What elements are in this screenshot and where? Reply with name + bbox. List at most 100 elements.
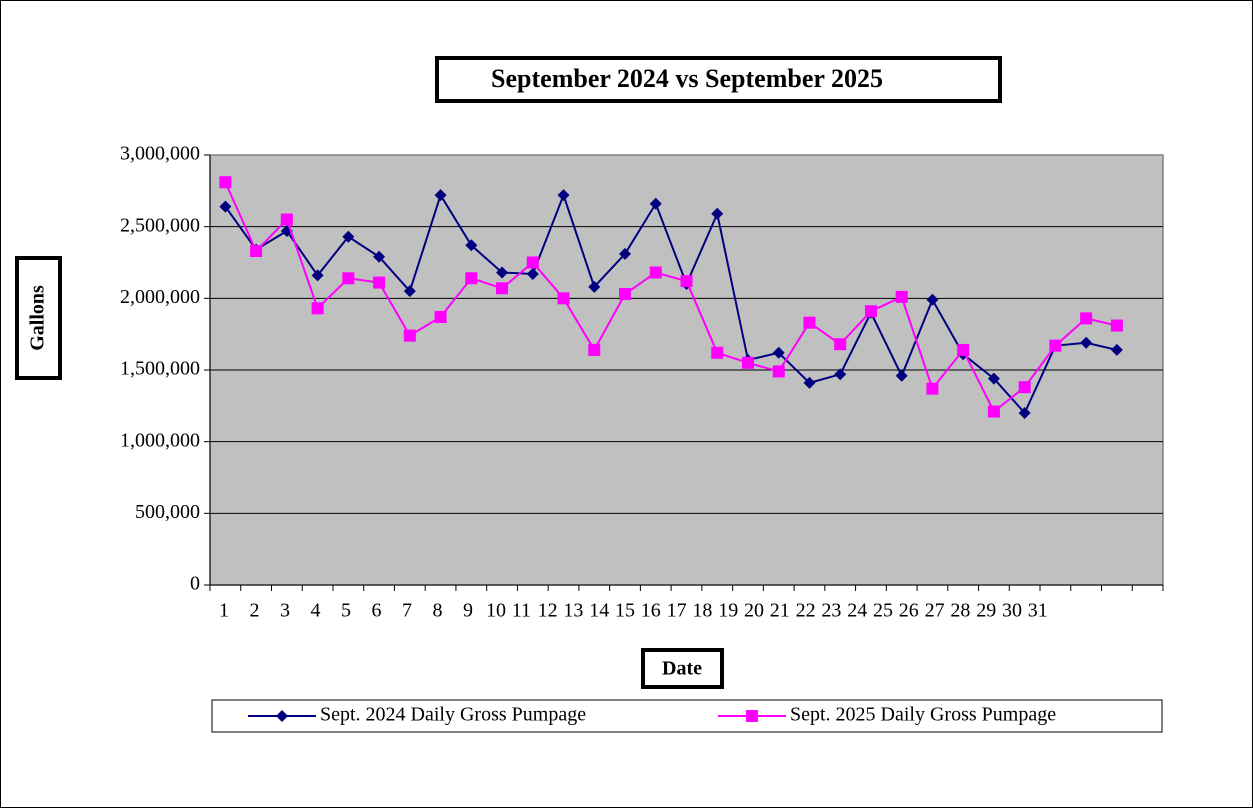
data-point <box>219 200 232 213</box>
data-point <box>772 365 785 378</box>
legend <box>211 699 1163 733</box>
data-point <box>711 346 724 359</box>
x-tick-label: 1 <box>219 600 229 622</box>
data-point <box>895 369 908 382</box>
x-tick-label: 16 <box>641 600 661 622</box>
data-point <box>987 372 1000 385</box>
x-tick-label: 7 <box>402 600 412 622</box>
data-point <box>403 329 416 342</box>
x-tick-label: 3 <box>280 600 290 622</box>
x-tick-label: 5 <box>341 600 351 622</box>
x-tick-label: 6 <box>372 600 382 622</box>
data-point <box>373 276 386 289</box>
data-point <box>834 368 847 381</box>
x-tick-label: 21 <box>770 600 790 622</box>
data-point <box>588 343 601 356</box>
data-point <box>926 293 939 306</box>
y-tick-label: 2,500,000 <box>120 214 200 236</box>
data-point <box>496 266 509 279</box>
data-point <box>465 239 478 252</box>
x-tick-label: 4 <box>311 600 321 622</box>
x-tick-label: 25 <box>873 600 893 622</box>
data-point <box>649 197 662 210</box>
data-point <box>1080 336 1093 349</box>
x-tick-label: 26 <box>899 600 919 622</box>
data-point <box>311 269 324 282</box>
data-point <box>711 207 724 220</box>
data-point <box>434 310 447 323</box>
x-tick-label: 2 <box>250 600 260 622</box>
y-tick-label: 500,000 <box>135 501 200 523</box>
data-point <box>864 305 877 318</box>
x-tick-label: 27 <box>925 600 945 622</box>
data-point <box>526 267 539 280</box>
data-point <box>987 405 1000 418</box>
y-tick-label: 1,500,000 <box>120 358 200 380</box>
data-point <box>803 316 816 329</box>
data-point <box>342 230 355 243</box>
data-point <box>649 266 662 279</box>
data-point <box>803 376 816 389</box>
x-tick-label: 23 <box>821 600 841 622</box>
data-point <box>834 338 847 351</box>
data-point <box>1049 339 1062 352</box>
chart-title: September 2024 vs September 2025 <box>491 64 883 93</box>
legend-marker <box>746 710 758 722</box>
x-label-box <box>641 648 724 689</box>
x-tick-label: 30 <box>1002 600 1022 622</box>
data-point <box>373 250 386 263</box>
y-label-box <box>15 256 62 380</box>
data-point <box>311 302 324 315</box>
data-point <box>280 213 293 226</box>
data-point <box>342 272 355 285</box>
data-point <box>434 189 447 202</box>
legend-label: Sept. 2024 Daily Gross Pumpage <box>320 704 586 726</box>
data-point <box>895 290 908 303</box>
x-tick-label: 19 <box>718 600 738 622</box>
legend-marker <box>276 710 288 722</box>
data-point <box>741 356 754 369</box>
data-point <box>680 275 693 288</box>
y-tick-label: 2,000,000 <box>120 286 200 308</box>
data-point <box>1080 312 1093 325</box>
data-point <box>557 292 570 305</box>
data-point <box>219 176 232 189</box>
data-point <box>557 189 570 202</box>
x-tick-label: 14 <box>589 600 609 622</box>
data-point <box>526 256 539 269</box>
title-box <box>435 56 1002 103</box>
y-tick-label: 0 <box>190 573 200 595</box>
y-tick-label: 3,000,000 <box>120 143 200 165</box>
x-tick-label: 12 <box>538 600 558 622</box>
x-axis-label: Date <box>662 658 702 680</box>
x-tick-label: 11 <box>512 600 531 622</box>
x-tick-label: 17 <box>667 600 687 622</box>
data-point <box>1110 343 1123 356</box>
data-point <box>1018 407 1031 419</box>
y-axis-label: Gallons <box>27 285 49 351</box>
data-point <box>465 272 478 285</box>
data-point <box>496 282 509 295</box>
data-point <box>1110 319 1123 332</box>
data-point <box>1018 381 1031 394</box>
data-point <box>957 343 970 356</box>
x-tick-label: 18 <box>692 600 712 622</box>
data-point <box>772 346 785 359</box>
x-tick-label: 8 <box>433 600 443 622</box>
x-tick-label: 20 <box>744 600 764 622</box>
x-tick-label: 9 <box>463 600 473 622</box>
data-point <box>403 285 416 298</box>
data-point <box>250 245 263 258</box>
x-tick-label: 29 <box>976 600 996 622</box>
x-tick-label: 24 <box>847 600 867 622</box>
x-tick-label: 15 <box>615 600 635 622</box>
data-point <box>619 288 632 301</box>
data-point <box>619 247 632 260</box>
data-point <box>926 382 939 395</box>
x-tick-label: 10 <box>486 600 506 622</box>
x-tick-label: 28 <box>950 600 970 622</box>
data-point <box>588 280 601 293</box>
x-tick-label: 13 <box>563 600 583 622</box>
y-tick-label: 1,000,000 <box>120 429 200 451</box>
